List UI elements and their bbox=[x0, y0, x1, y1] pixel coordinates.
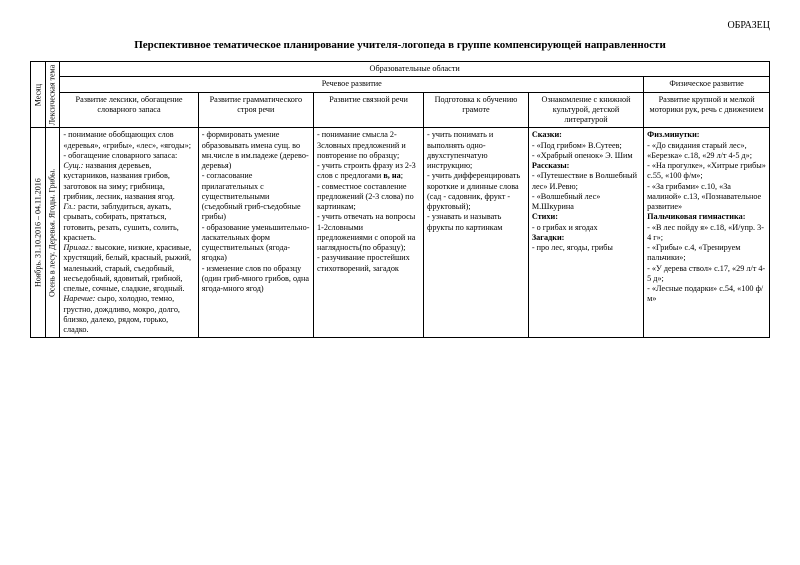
c4-p3: - узнавать и называть фрукты по картинка… bbox=[427, 212, 502, 231]
theme-value: Осень в лесу. Деревья. Ягоды. Грибы. bbox=[45, 128, 60, 338]
c6-fm3: - «За грибами» с.10, «За малиной» с.13, … bbox=[647, 182, 761, 212]
col1-header: Развитие лексики, обогащение словарного … bbox=[60, 92, 198, 128]
c5-poems-lbl: Стихи: bbox=[532, 212, 558, 221]
c1-verb: расти, заблудиться, аукать, срывать, соб… bbox=[63, 202, 178, 242]
c4-p2: - учить дифференцировать короткие и длин… bbox=[427, 171, 520, 211]
phys-dev-header: Физическое развитие bbox=[644, 77, 770, 92]
c3-p1: - понимание смысла 2-3словных предложени… bbox=[317, 130, 406, 160]
c3-p3: - совместное составление предложений (2-… bbox=[317, 182, 414, 212]
col2-header: Развитие грамматического строя речи bbox=[198, 92, 313, 128]
c5-r1: - про лес, ягоды, грибы bbox=[532, 243, 613, 252]
c1-adj-lbl: Прилаг.: bbox=[63, 243, 93, 252]
c5-po1: - о грибах и ягодах bbox=[532, 223, 598, 232]
c1-verb-lbl: Гл.: bbox=[63, 202, 76, 211]
c2-p1: - формировать умение образовывать имена … bbox=[202, 130, 309, 170]
col3-header: Развитие связной речи bbox=[314, 92, 424, 128]
col5-cell: Сказки: - «Под грибом» В.Сутеев; - «Храб… bbox=[528, 128, 643, 338]
c5-stories-lbl: Рассказы: bbox=[532, 161, 569, 170]
c6-fm-lbl: Физ.минутки: bbox=[647, 130, 699, 139]
c1-p2: - обогащение словарного запаса: bbox=[63, 151, 177, 160]
col4-cell: - учить понимать и выполнять одно-двухст… bbox=[424, 128, 529, 338]
c3-p4: - учить отвечать на вопросы 1-2словными … bbox=[317, 212, 415, 252]
month-header: Месяц bbox=[31, 62, 46, 128]
c6-fg2: - «Грибы» с.4, «Тренируем пальчики»; bbox=[647, 243, 740, 262]
c6-fm1: - «До свидания старый лес», «Березка» с.… bbox=[647, 141, 752, 160]
c1-p1: - понимание обобщающих слов «деревья», «… bbox=[63, 130, 191, 149]
col2-cell: - формировать умение образовывать имена … bbox=[198, 128, 313, 338]
theme-header: Лексическая тема bbox=[45, 62, 60, 128]
c3-p2c: ; bbox=[401, 171, 403, 180]
c4-p1: - учить понимать и выполнять одно-двухст… bbox=[427, 130, 493, 170]
col4-header: Подготовка к обучению грамоте bbox=[424, 92, 529, 128]
c5-s1: - «Путешествие в Волшебный лес» И.Ревю; bbox=[532, 171, 637, 190]
plan-table: Месяц Лексическая тема Образовательные о… bbox=[30, 61, 770, 338]
c3-p2b: в, на bbox=[383, 171, 400, 180]
c6-fg1: - «В лес пойду я» с.18, «И/упр. 3-4 г»; bbox=[647, 223, 764, 242]
c2-p3: - образование уменьшительно-ласкательных… bbox=[202, 223, 310, 263]
c1-adv-lbl: Наречие: bbox=[63, 294, 95, 303]
col6-header: Развитие крупной и мелкой моторики рук, … bbox=[644, 92, 770, 128]
c5-t1: - «Под грибом» В.Сутеев; bbox=[532, 141, 622, 150]
month-value: Ноябрь. 31.10.2016 – 04.11.2016 bbox=[31, 128, 46, 338]
sample-label: ОБРАЗЕЦ bbox=[30, 20, 770, 31]
speech-dev-header: Речевое развитие bbox=[60, 77, 644, 92]
c2-p2: - согласование прилагательных с существи… bbox=[202, 171, 301, 221]
edu-areas-header: Образовательные области bbox=[60, 62, 770, 77]
doc-title: Перспективное тематическое планирование … bbox=[30, 39, 770, 51]
c6-fg4: - «Лесные подарки» с.54, «100 ф/м» bbox=[647, 284, 763, 303]
c2-p4: - изменение слов по образцу (один гриб-м… bbox=[202, 264, 309, 294]
c1-noun-lbl: Сущ.: bbox=[63, 161, 83, 170]
c6-fm2: - «На прогулке», «Хитрые грибы» с.55, «1… bbox=[647, 161, 766, 180]
c5-riddles-lbl: Загадки: bbox=[532, 233, 565, 242]
c6-fg3: - «У дерева ствол» с.17, «29 л/т 4-5 д»; bbox=[647, 264, 765, 283]
c5-s2: - «Волшебный лес» М.Шкурина bbox=[532, 192, 600, 211]
col3-cell: - понимание смысла 2-3словных предложени… bbox=[314, 128, 424, 338]
c6-fg-lbl: Пальчиковая гимнастика: bbox=[647, 212, 745, 221]
col1-cell: - понимание обобщающих слов «деревья», «… bbox=[60, 128, 198, 338]
c5-t2: - «Храбрый опенок» Э. Шим bbox=[532, 151, 633, 160]
c3-p5: - разучивание простейших стихотворений, … bbox=[317, 253, 410, 272]
col5-header: Ознакомление с книжной культурой, детско… bbox=[528, 92, 643, 128]
col6-cell: Физ.минутки: - «До свидания старый лес»,… bbox=[644, 128, 770, 338]
c5-tales-lbl: Сказки: bbox=[532, 130, 562, 139]
